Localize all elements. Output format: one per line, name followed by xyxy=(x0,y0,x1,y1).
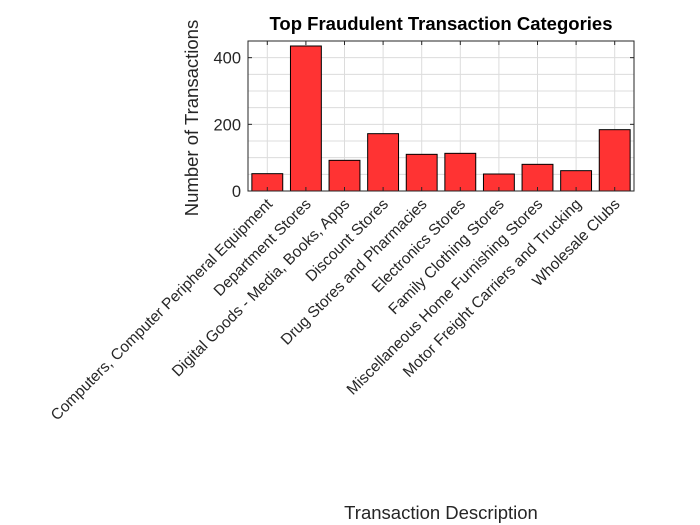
y-axis-ticks: 0 200 400 xyxy=(213,50,634,201)
chart-title: Top Fraudulent Transaction Categories xyxy=(270,13,613,34)
bar-discount-stores xyxy=(367,133,400,192)
bar-drug-stores-and-pharmacies xyxy=(405,153,438,192)
x-tick-label-motor-freight-carriers-and-trucking: Motor Freight Carriers and Trucking xyxy=(400,196,585,381)
y-tick-label: 0 xyxy=(232,183,241,201)
x-axis-label: Transaction Description xyxy=(344,502,538,523)
y-tick-label: 400 xyxy=(213,50,241,68)
bar-digital-goods-media-books-apps xyxy=(328,159,361,192)
plot-area-frame xyxy=(247,40,635,192)
bar-department-stores xyxy=(289,45,322,192)
bar-electronics-stores xyxy=(444,152,477,192)
y-axis-label: Number of Transactions xyxy=(181,20,202,216)
bar-wholesale-clubs xyxy=(598,129,631,192)
bars xyxy=(251,45,631,192)
y-tick-label: 200 xyxy=(213,116,241,134)
